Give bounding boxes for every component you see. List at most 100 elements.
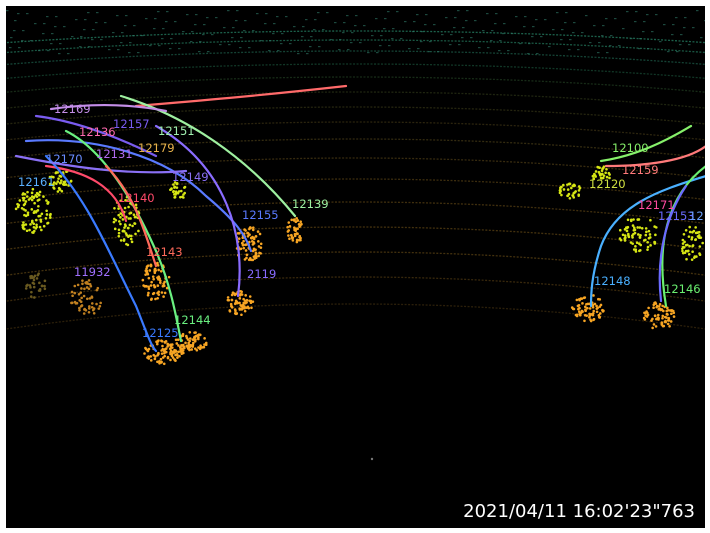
cluster-point <box>591 305 595 309</box>
scan-point <box>523 26 526 28</box>
cluster-point <box>698 252 701 255</box>
scan-point <box>503 23 506 25</box>
cluster-point <box>598 305 602 308</box>
cluster-point <box>162 349 166 353</box>
scan-point <box>50 43 53 45</box>
cluster-point <box>197 346 200 349</box>
cluster-point <box>591 303 595 307</box>
cluster-point <box>648 233 652 236</box>
cluster-point <box>240 304 243 307</box>
scan-point <box>231 37 234 39</box>
track-id-12125: 12125 <box>142 326 179 340</box>
cluster-point <box>129 211 133 215</box>
cluster-point <box>298 235 301 239</box>
cluster-point <box>92 311 96 315</box>
cluster-point <box>582 296 586 300</box>
cluster-point <box>182 196 185 199</box>
cluster-point <box>631 224 635 227</box>
scan-point <box>165 21 168 23</box>
cluster-point <box>24 214 28 218</box>
cluster-point <box>642 239 646 242</box>
cluster-point <box>625 226 628 229</box>
cluster-point <box>161 356 165 359</box>
cluster-point <box>696 235 700 238</box>
cluster-point <box>179 189 183 193</box>
cluster-point <box>252 247 256 251</box>
cluster-point <box>239 289 243 293</box>
cluster-point <box>60 189 64 193</box>
cluster-point <box>183 185 187 189</box>
cluster-point <box>160 360 163 364</box>
track-id-12169: 12169 <box>54 102 91 116</box>
cluster-point <box>123 230 126 233</box>
cluster-point <box>600 169 604 173</box>
scan-point <box>145 18 148 20</box>
scan-point <box>634 21 637 23</box>
cluster-point <box>605 167 608 171</box>
scan-point <box>170 38 173 40</box>
cluster-point <box>156 264 160 267</box>
cluster-point <box>241 306 245 310</box>
trajectory-12159 <box>604 145 705 168</box>
cluster-point <box>56 180 60 183</box>
cluster-point <box>185 334 188 338</box>
scan-point <box>202 34 205 36</box>
cluster-point <box>169 344 173 348</box>
cluster-point <box>84 281 87 285</box>
cluster-point <box>133 222 137 225</box>
cluster-point <box>699 236 703 239</box>
cluster-point <box>601 308 604 312</box>
cluster-point <box>571 194 575 198</box>
trajectory-12153 <box>658 184 688 303</box>
cluster-point <box>562 188 566 191</box>
cluster-point <box>295 232 299 235</box>
cluster-point <box>144 269 148 273</box>
scan-point <box>83 29 86 31</box>
cluster-point <box>28 228 31 232</box>
cluster-point <box>162 362 166 366</box>
track-id-12131: 12131 <box>96 147 133 161</box>
scan-point <box>318 46 321 48</box>
cluster-point <box>16 202 19 206</box>
scan-point <box>416 14 419 16</box>
track-id-12155: 12155 <box>242 208 279 222</box>
track-id-12146: 12146 <box>664 282 701 296</box>
cluster-point <box>624 236 627 239</box>
cluster-point <box>155 342 159 346</box>
track-id-12149: 12149 <box>172 170 209 184</box>
track-trajectories <box>14 84 705 353</box>
track-id-12170: 12170 <box>46 152 83 166</box>
track-id-12179: 12179 <box>138 141 175 155</box>
cluster-point <box>188 330 192 334</box>
cluster-point <box>81 279 84 282</box>
scan-point <box>330 39 333 41</box>
scan-point <box>593 25 596 27</box>
scan-point <box>272 33 275 35</box>
trajectory-12157 <box>34 114 158 158</box>
cluster-point <box>626 218 630 222</box>
scan-point <box>141 35 144 37</box>
cluster-point <box>595 304 598 308</box>
cluster-point <box>583 305 587 309</box>
cluster-point <box>593 302 597 306</box>
cluster-point <box>134 215 137 219</box>
cluster-point <box>70 290 74 294</box>
cluster-point <box>40 228 43 232</box>
cluster-point <box>49 216 52 219</box>
cluster-point <box>156 284 160 287</box>
scan-point <box>643 21 646 23</box>
cluster-point <box>667 316 671 320</box>
scan-point <box>18 47 21 49</box>
scan-point <box>391 38 394 40</box>
scan-point <box>535 19 538 21</box>
cluster-point <box>183 346 186 350</box>
cluster-point <box>245 306 248 309</box>
scan-point <box>79 46 82 48</box>
scan-ring <box>6 50 705 66</box>
scan-point <box>104 22 107 24</box>
scan-point <box>240 37 243 39</box>
scan-point <box>228 44 231 46</box>
cluster-point <box>29 295 33 298</box>
cluster-point <box>690 258 694 261</box>
cluster-point <box>229 302 233 306</box>
